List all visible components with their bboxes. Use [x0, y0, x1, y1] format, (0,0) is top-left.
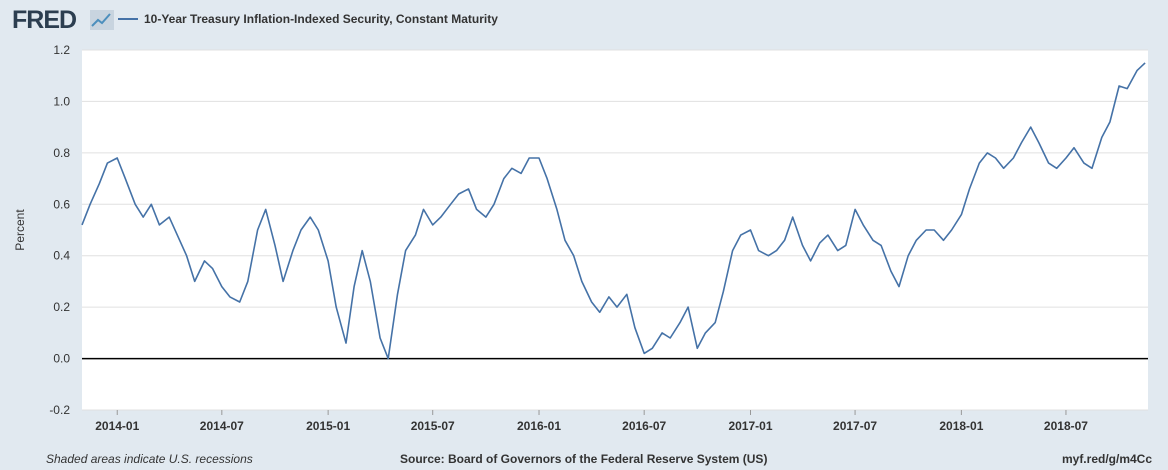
- y-tick-label: 0.8: [53, 146, 70, 160]
- legend[interactable]: 10-Year Treasury Inflation-Indexed Secur…: [118, 12, 498, 26]
- y-tick-label: 1.2: [53, 43, 70, 57]
- y-axis-ticks: -0.2 0.0 0.2 0.4 0.6 0.8 1.0 1.2: [49, 43, 70, 417]
- x-tick-label: 2018-07: [1044, 419, 1088, 433]
- y-axis-label: Percent: [13, 209, 27, 251]
- x-tick-label: 2016-01: [517, 419, 561, 433]
- x-tick-label: 2014-01: [95, 419, 139, 433]
- chart-area: -0.2 0.0 0.2 0.4 0.6 0.8 1.0 1.2 2014-01 2014-07…: [13, 43, 1148, 433]
- y-tick-label: -0.2: [49, 403, 70, 417]
- y-tick-label: 0.6: [53, 197, 70, 211]
- short-url[interactable]: myf.red/g/m4Cc: [1061, 452, 1152, 466]
- y-tick-label: 0.4: [53, 249, 70, 263]
- trend-chart-icon: [90, 10, 114, 30]
- x-tick-label: 2017-07: [833, 419, 877, 433]
- y-tick-label: 0.0: [53, 352, 70, 366]
- x-axis-ticks: 2014-01 2014-07 2015-01 2015-07 2016-01 2016-…: [95, 410, 1088, 433]
- recession-note: Shaded areas indicate U.S. recessions: [46, 452, 253, 466]
- legend-label: 10-Year Treasury Inflation-Indexed Secur…: [144, 12, 498, 26]
- line-chart: -0.2 0.0 0.2 0.4 0.6 0.8 1.0 1.2 2014-01 2014-07…: [13, 43, 1148, 433]
- x-tick-label: 2018-01: [939, 419, 983, 433]
- legend-swatch: [118, 18, 138, 20]
- plot-background: [82, 50, 1148, 410]
- chart-header: FRED 10-Year Treasury Inflation-Indexed …: [0, 0, 1168, 44]
- x-tick-label: 2016-07: [622, 419, 666, 433]
- x-tick-label: 2015-07: [411, 419, 455, 433]
- gridlines: [82, 49, 1148, 411]
- source-text[interactable]: Source: Board of Governors of the Federa…: [400, 452, 768, 466]
- x-tick-label: 2017-01: [728, 419, 772, 433]
- y-tick-label: 0.2: [53, 300, 70, 314]
- fred-logo[interactable]: FRED: [12, 6, 77, 34]
- x-tick-label: 2014-07: [200, 419, 244, 433]
- series-line[interactable]: [81, 62, 1146, 360]
- x-tick-label: 2015-01: [306, 419, 350, 433]
- y-tick-label: 1.0: [53, 94, 70, 108]
- chart-footer: Shaded areas indicate U.S. recessions So…: [0, 450, 1168, 470]
